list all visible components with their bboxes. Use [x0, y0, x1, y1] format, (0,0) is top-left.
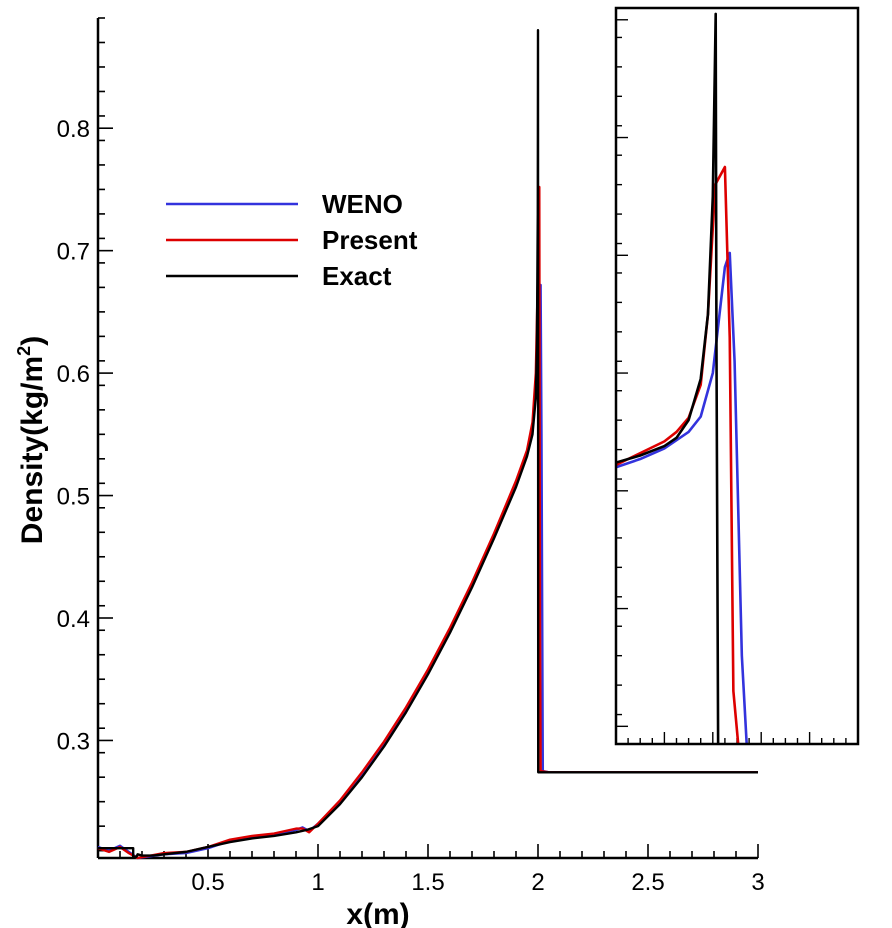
legend-label-present: Present [322, 225, 418, 255]
y-tick-label: 0.8 [57, 116, 90, 143]
legend-label-weno: WENO [322, 189, 403, 219]
y-tick-label: 0.6 [57, 361, 90, 388]
y-tick-label: 0.7 [57, 239, 90, 266]
inset-background [616, 8, 858, 744]
y-tick-label: 0.5 [57, 484, 90, 511]
main-plot: 0.5 1 1.5 2 2.5 3 0.3 0.4 0.5 0.6 0.7 0.8 x(m) Densit… [14, 17, 765, 928]
inset-plot [614, 6, 860, 746]
x-tick-label: 2.5 [631, 869, 664, 896]
x-tick-label: 1.5 [411, 869, 444, 896]
x-tick-label: 0.5 [191, 869, 224, 896]
x-tick-label: 1 [311, 869, 324, 896]
inset-series-group [616, 12, 748, 744]
inset-frame [614, 6, 860, 746]
series-line-exact [98, 29, 758, 858]
inset-series-line-weno [616, 251, 748, 744]
x-tick-label: 2 [531, 869, 544, 896]
x-axis-title: x(m) [346, 898, 409, 928]
legend-label-exact: Exact [322, 261, 392, 291]
y-tick-label: 0.3 [57, 728, 90, 755]
y-tick-label: 0.4 [57, 606, 90, 633]
y-axis-title: Density(kg/m2) [14, 336, 49, 544]
inset-series-line-exact [616, 12, 720, 744]
legend: WENO Present Exact [166, 189, 418, 291]
x-tick-label: 3 [751, 869, 764, 896]
